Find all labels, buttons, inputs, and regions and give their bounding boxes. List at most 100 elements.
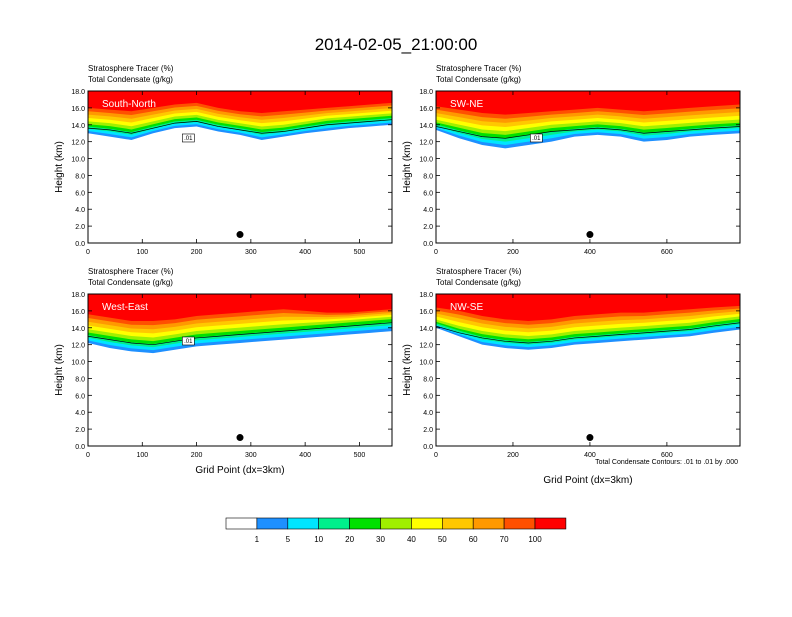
y-tick-label: 0.0	[423, 241, 433, 248]
y-tick-label: 4.0	[423, 410, 433, 417]
y-tick-label: 14.0	[419, 326, 433, 333]
panel-title-tracer: Stratosphere Tracer (%)	[88, 64, 174, 73]
y-tick-label: 8.0	[423, 376, 433, 383]
colorbar-label: 1	[255, 535, 260, 544]
y-tick-label: 18.0	[71, 89, 85, 96]
condensate-contour	[88, 322, 392, 346]
y-tick-label: 2.0	[423, 427, 433, 434]
x-tick-label: 0	[434, 249, 438, 256]
contour-label-box	[530, 133, 543, 143]
y-tick-label: 16.0	[71, 309, 85, 316]
contour-label: .01	[532, 136, 541, 142]
colorbar-label: 20	[345, 535, 354, 544]
y-tick-label: 12.0	[419, 140, 433, 147]
y-tick-label: 8.0	[423, 173, 433, 180]
contour-footnote: Total Condensate Contours: .01 to .01 by…	[595, 459, 738, 466]
x-tick-label: 500	[354, 452, 366, 459]
panel-title-condensate: Total Condensate (g/kg)	[436, 278, 521, 287]
colorbar: 1 5 10 20 30 40 50 60 70 100	[225, 517, 567, 544]
colorbar-swatch	[441, 517, 474, 530]
y-tick-label: 12.0	[71, 343, 85, 350]
y-tick-label: 10.0	[71, 157, 85, 164]
tracer-band-10	[436, 294, 740, 322]
panel-nw-se: Stratosphere Tracer (%) Total Condensate …	[402, 267, 741, 486]
panel-label: West-East	[102, 302, 148, 313]
x-tick-label: 400	[584, 452, 596, 459]
y-tick-label: 10.0	[71, 360, 85, 367]
y-tick-label: 6.0	[423, 190, 433, 197]
colorbar-swatch	[318, 517, 350, 530]
x-tick-label: 300	[245, 249, 257, 256]
tracer-band-10	[88, 91, 392, 113]
y-tick-label: 4.0	[75, 207, 85, 214]
x-tick-label: 300	[245, 452, 257, 459]
colorbar-label: 60	[469, 535, 478, 544]
x-tick-label: 600	[661, 452, 673, 459]
tracer-band-10	[88, 294, 392, 322]
panel-sw-ne: Stratosphere Tracer (%) Total Condensate …	[402, 64, 741, 256]
panel-label: NW-SE	[450, 302, 483, 313]
y-tick-label: 10.0	[419, 360, 433, 367]
colorbar-label: 100	[528, 535, 542, 544]
x-tick-label: 0	[86, 249, 90, 256]
x-tick-label: 200	[191, 452, 203, 459]
y-tick-label: 0.0	[423, 444, 433, 451]
panels-group: Stratosphere Tracer (%) Total Condensate …	[54, 64, 741, 486]
y-tick-label: 6.0	[423, 393, 433, 400]
colorbar-swatch	[225, 517, 258, 530]
condensate-contour	[436, 126, 740, 139]
y-tick-label: 12.0	[71, 140, 85, 147]
panel-title-tracer: Stratosphere Tracer (%)	[88, 267, 174, 276]
x-tick-label: 200	[191, 249, 203, 256]
plot-area	[88, 294, 392, 446]
x-tick-label: 0	[86, 452, 90, 459]
location-marker	[236, 434, 244, 442]
y-tick-label: 6.0	[75, 190, 85, 197]
tracer-band-10	[436, 91, 740, 115]
x-tick-label: 600	[661, 249, 673, 256]
panel-title-condensate: Total Condensate (g/kg)	[88, 75, 173, 84]
colorbar-swatch	[349, 517, 381, 530]
panel-title-condensate: Total Condensate (g/kg)	[88, 278, 173, 287]
y-tick-label: 14.0	[71, 123, 85, 130]
y-axis-label: Height (km)	[54, 141, 65, 193]
y-axis-label: Height (km)	[54, 344, 65, 396]
condensate-contour	[88, 119, 392, 134]
colorbar-label: 5	[286, 535, 291, 544]
colorbar-label: 70	[500, 535, 509, 544]
y-axis-label: Height (km)	[402, 141, 413, 193]
y-tick-label: 14.0	[419, 123, 433, 130]
panel-west-east: Stratosphere Tracer (%) Total Condensate …	[54, 267, 393, 476]
x-tick-label: 400	[584, 249, 596, 256]
colorbar-swatch	[503, 517, 536, 530]
location-marker	[236, 231, 244, 239]
x-tick-label: 100	[136, 249, 148, 256]
plot-frame	[87, 90, 393, 244]
x-axis-label: Grid Point (dx=3km)	[543, 475, 632, 486]
y-tick-label: 18.0	[71, 292, 85, 299]
y-tick-label: 16.0	[71, 106, 85, 113]
location-marker	[586, 231, 594, 239]
y-tick-label: 4.0	[423, 207, 433, 214]
colorbar-swatch	[380, 517, 412, 530]
colorbar-label: 10	[314, 535, 323, 544]
contour-label: .01	[184, 136, 193, 142]
x-tick-label: 200	[507, 249, 519, 256]
x-tick-label: 100	[136, 452, 148, 459]
colorbar-swatch	[534, 517, 567, 530]
colorbar-swatch	[287, 517, 319, 530]
plot-area	[88, 91, 392, 243]
plot-area	[436, 91, 740, 243]
panel-title-tracer: Stratosphere Tracer (%)	[436, 64, 522, 73]
condensate-contour	[436, 322, 740, 344]
x-tick-label: 0	[434, 452, 438, 459]
panel-title-condensate: Total Condensate (g/kg)	[436, 75, 521, 84]
y-tick-label: 4.0	[75, 410, 85, 417]
x-tick-label: 500	[354, 249, 366, 256]
panel-label: SW-NE	[450, 99, 483, 110]
y-tick-label: 2.0	[423, 224, 433, 231]
plot-frame	[87, 293, 393, 447]
y-tick-label: 14.0	[71, 326, 85, 333]
figure-title: 2014-02-05_21:00:00	[315, 35, 478, 54]
